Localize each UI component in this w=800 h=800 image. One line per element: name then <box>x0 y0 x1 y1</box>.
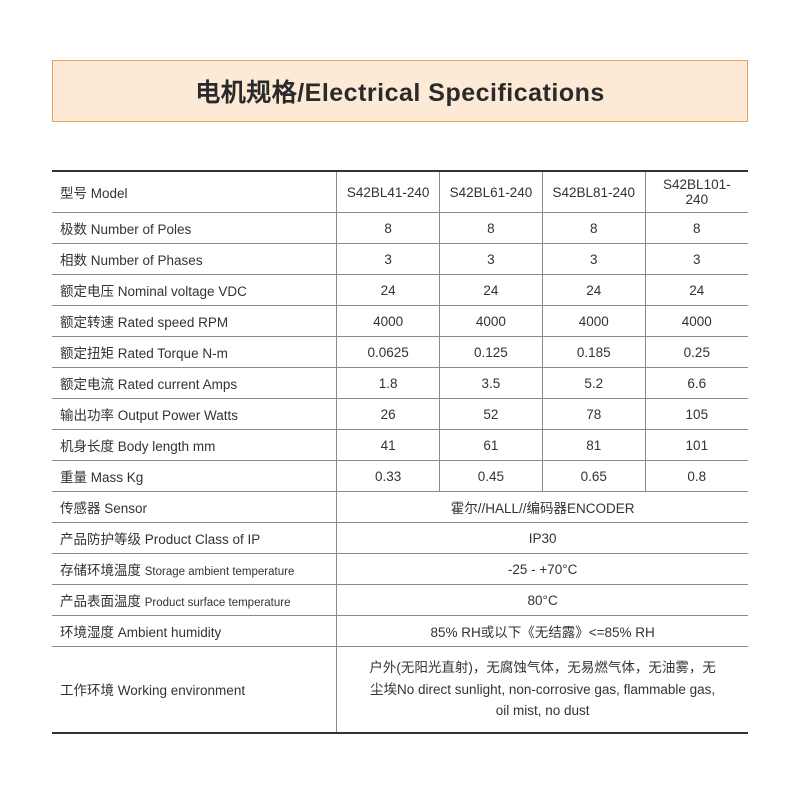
cell-value: 4000 <box>542 306 645 337</box>
row-label: 传感器 Sensor <box>52 492 337 523</box>
cell-merged: 85% RH或以下《无结露》<=85% RH <box>337 616 748 647</box>
cell-value: 0.125 <box>440 337 543 368</box>
row-label: 产品表面温度 Product surface temperature <box>52 585 337 616</box>
cell-value: 105 <box>645 399 748 430</box>
table-row: 传感器 Sensor霍尔//HALL//编码器ENCODER <box>52 492 748 523</box>
cell-value: 24 <box>645 275 748 306</box>
table-row: 型号 ModelS42BL41-240S42BL61-240S42BL81-24… <box>52 171 748 213</box>
title-bar: 电机规格/Electrical Specifications <box>52 60 748 122</box>
spec-table: 型号 ModelS42BL41-240S42BL61-240S42BL81-24… <box>52 170 748 734</box>
table-row: 额定转速 Rated speed RPM4000400040004000 <box>52 306 748 337</box>
cell-value: 0.65 <box>542 461 645 492</box>
table-row: 相数 Number of Phases3333 <box>52 244 748 275</box>
cell-value: 81 <box>542 430 645 461</box>
cell-value: 3 <box>645 244 748 275</box>
row-label: 额定转速 Rated speed RPM <box>52 306 337 337</box>
cell-value: S42BL81-240 <box>542 171 645 213</box>
cell-value: 52 <box>440 399 543 430</box>
cell-value: 78 <box>542 399 645 430</box>
cell-value: 101 <box>645 430 748 461</box>
row-label: 机身长度 Body length mm <box>52 430 337 461</box>
cell-value: 4000 <box>337 306 440 337</box>
cell-merged: 霍尔//HALL//编码器ENCODER <box>337 492 748 523</box>
table-row: 环境湿度 Ambient humidity85% RH或以下《无结露》<=85%… <box>52 616 748 647</box>
cell-value: 6.6 <box>645 368 748 399</box>
table-row: 输出功率 Output Power Watts265278105 <box>52 399 748 430</box>
spec-table-body: 型号 ModelS42BL41-240S42BL61-240S42BL81-24… <box>52 171 748 733</box>
cell-value: 0.25 <box>645 337 748 368</box>
cell-value: 3 <box>337 244 440 275</box>
cell-value: 0.8 <box>645 461 748 492</box>
row-label: 环境湿度 Ambient humidity <box>52 616 337 647</box>
cell-value: 4000 <box>440 306 543 337</box>
table-row: 额定扭矩 Rated Torque N-m0.06250.1250.1850.2… <box>52 337 748 368</box>
cell-value: 4000 <box>645 306 748 337</box>
table-row: 极数 Number of Poles8888 <box>52 213 748 244</box>
cell-value: S42BL61-240 <box>440 171 543 213</box>
cell-value: 1.8 <box>337 368 440 399</box>
table-row: 机身长度 Body length mm416181101 <box>52 430 748 461</box>
cell-value: 61 <box>440 430 543 461</box>
cell-value: 26 <box>337 399 440 430</box>
cell-merged: 户外(无阳光直射)，无腐蚀气体，无易燃气体，无油雾，无尘埃No direct s… <box>337 647 748 733</box>
cell-value: 0.0625 <box>337 337 440 368</box>
cell-merged: 80°C <box>337 585 748 616</box>
cell-value: 0.45 <box>440 461 543 492</box>
cell-value: 3 <box>440 244 543 275</box>
cell-value: 3 <box>542 244 645 275</box>
row-label: 额定电压 Nominal voltage VDC <box>52 275 337 306</box>
cell-value: 24 <box>542 275 645 306</box>
cell-value: 24 <box>440 275 543 306</box>
cell-value: 0.185 <box>542 337 645 368</box>
cell-merged: IP30 <box>337 523 748 554</box>
cell-value: 8 <box>645 213 748 244</box>
cell-value: 8 <box>337 213 440 244</box>
row-label: 型号 Model <box>52 171 337 213</box>
table-row: 额定电流 Rated current Amps1.83.55.26.6 <box>52 368 748 399</box>
cell-value: 0.33 <box>337 461 440 492</box>
row-label: 额定扭矩 Rated Torque N-m <box>52 337 337 368</box>
cell-value: S42BL101-240 <box>645 171 748 213</box>
row-label: 输出功率 Output Power Watts <box>52 399 337 430</box>
row-label: 相数 Number of Phases <box>52 244 337 275</box>
table-row: 额定电压 Nominal voltage VDC24242424 <box>52 275 748 306</box>
cell-value: 8 <box>542 213 645 244</box>
cell-value: 5.2 <box>542 368 645 399</box>
table-row: 产品防护等级 Product Class of IPIP30 <box>52 523 748 554</box>
cell-value: 8 <box>440 213 543 244</box>
table-row: 工作环境 Working environment户外(无阳光直射)，无腐蚀气体，… <box>52 647 748 733</box>
cell-value: 24 <box>337 275 440 306</box>
cell-merged: -25 - +70°C <box>337 554 748 585</box>
row-label: 产品防护等级 Product Class of IP <box>52 523 337 554</box>
table-row: 产品表面温度 Product surface temperature80°C <box>52 585 748 616</box>
table-row: 存储环境温度 Storage ambient temperature-25 - … <box>52 554 748 585</box>
row-label: 极数 Number of Poles <box>52 213 337 244</box>
row-label: 工作环境 Working environment <box>52 647 337 733</box>
cell-value: 3.5 <box>440 368 543 399</box>
table-row: 重量 Mass Kg0.330.450.650.8 <box>52 461 748 492</box>
page-title: 电机规格/Electrical Specifications <box>195 79 605 107</box>
row-label: 存储环境温度 Storage ambient temperature <box>52 554 337 585</box>
cell-value: S42BL41-240 <box>337 171 440 213</box>
cell-value: 41 <box>337 430 440 461</box>
row-label: 额定电流 Rated current Amps <box>52 368 337 399</box>
row-label: 重量 Mass Kg <box>52 461 337 492</box>
